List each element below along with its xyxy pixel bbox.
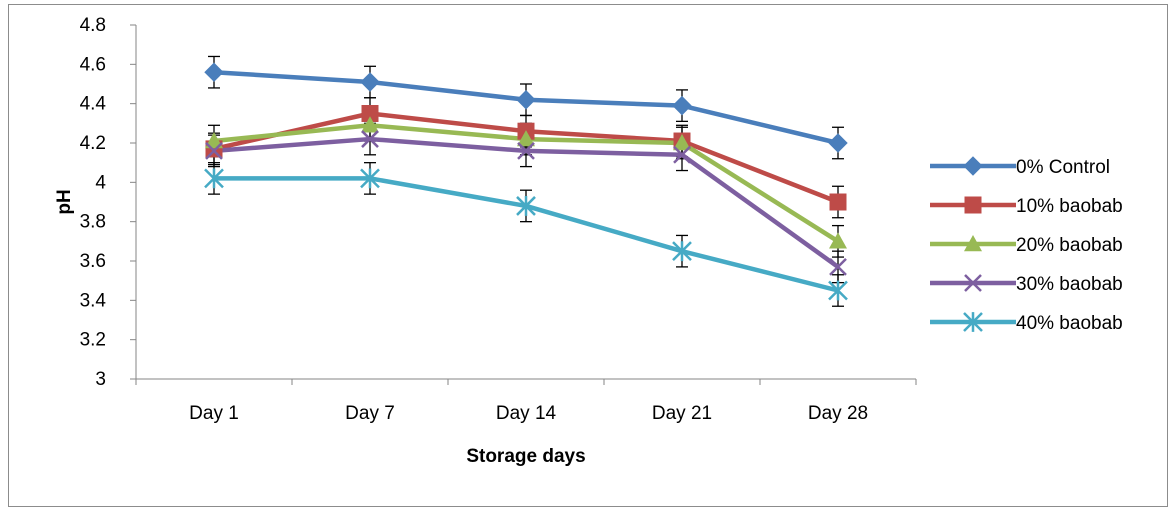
y-tick-label: 3.8 <box>80 212 106 233</box>
y-tick-label: 4.6 <box>80 54 106 75</box>
chart-frame <box>8 4 1168 507</box>
y-tick-label: 3 <box>95 369 106 390</box>
data-point <box>517 130 535 147</box>
data-point <box>361 116 379 133</box>
data-point <box>672 241 692 262</box>
data-point <box>673 145 691 164</box>
legend-marker <box>963 156 983 176</box>
x-tick-label: Day 28 <box>808 403 868 424</box>
y-tick-label: 3.6 <box>80 251 106 272</box>
y-tick-label: 3.2 <box>80 330 106 351</box>
legend-label: 40% baobab <box>1016 313 1123 334</box>
y-tick-label: 4.2 <box>80 133 106 154</box>
data-point <box>829 258 847 276</box>
data-point <box>828 133 848 153</box>
data-point <box>204 62 224 82</box>
legend-label: 20% baobab <box>1016 235 1123 256</box>
legend-label: 30% baobab <box>1016 274 1123 295</box>
y-tick-label: 4.8 <box>80 15 106 36</box>
y-tick-label: 4 <box>95 172 106 193</box>
data-point <box>829 232 847 249</box>
y-tick-label: 3.4 <box>80 290 107 311</box>
x-tick-label: Day 14 <box>496 403 557 424</box>
data-point <box>205 132 223 149</box>
legend-label: 0% Control <box>1016 157 1110 178</box>
data-point <box>517 141 535 160</box>
x-tick-label: Day 21 <box>652 403 712 424</box>
data-point <box>829 193 847 211</box>
y-tick-label: 4.4 <box>80 94 107 115</box>
data-point <box>204 168 224 189</box>
x-axis-title: Storage days <box>466 446 585 467</box>
data-point <box>673 134 691 151</box>
data-point <box>516 196 536 216</box>
data-point <box>360 72 380 92</box>
legend-label: 10% baobab <box>1016 196 1123 217</box>
x-tick-label: Day 7 <box>345 403 395 424</box>
data-point <box>516 90 536 110</box>
data-point <box>361 130 379 148</box>
x-tick-label: Day 1 <box>189 403 239 424</box>
legend-marker <box>964 235 982 252</box>
data-point <box>361 105 379 122</box>
legend-marker <box>964 196 982 214</box>
y-axis-title: pH <box>54 189 75 214</box>
data-point <box>205 141 223 160</box>
data-point <box>672 95 692 116</box>
data-point <box>828 280 848 301</box>
legend-marker <box>963 312 983 332</box>
legend-marker <box>964 274 982 292</box>
data-point <box>360 168 380 189</box>
